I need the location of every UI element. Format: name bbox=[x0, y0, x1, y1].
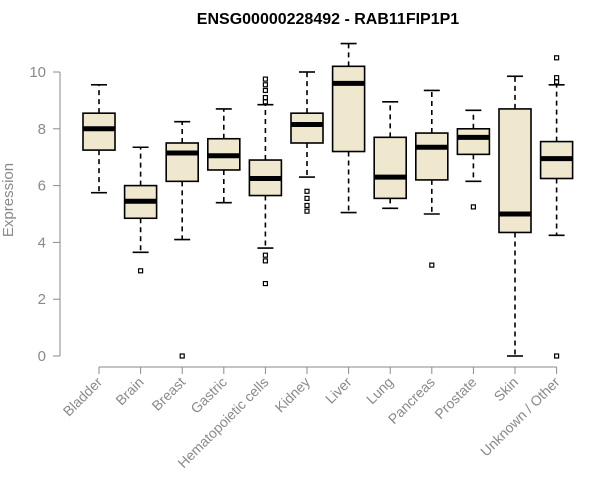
x-tick-label: Breast bbox=[148, 374, 188, 414]
box-lung bbox=[373, 101, 408, 210]
x-tick-label: Prostate bbox=[431, 374, 479, 422]
outlier-point bbox=[429, 262, 435, 268]
x-tick-label: Liver bbox=[322, 374, 355, 407]
box-pancreas bbox=[414, 89, 449, 268]
y-tick-label: 4 bbox=[38, 234, 46, 251]
iqr-box bbox=[456, 128, 491, 156]
y-tick-label: 0 bbox=[38, 348, 46, 365]
outlier-point bbox=[470, 204, 476, 210]
iqr-box bbox=[82, 112, 116, 151]
x-tick-label: Kidney bbox=[272, 374, 314, 416]
iqr-box bbox=[165, 142, 199, 183]
box-skin bbox=[498, 75, 532, 357]
outlier-point bbox=[553, 55, 560, 61]
outlier-point bbox=[553, 353, 560, 359]
box-prostate bbox=[456, 109, 491, 210]
outlier-point bbox=[304, 208, 310, 214]
outlier-point bbox=[262, 252, 268, 258]
x-tick-label: Lung bbox=[363, 374, 396, 407]
chart-title: ENSG00000228492 - RAB11FIP1P1 bbox=[197, 11, 459, 28]
outlier-point bbox=[304, 188, 310, 194]
y-tick-label: 8 bbox=[38, 121, 46, 138]
outlier-point bbox=[262, 258, 268, 264]
box-brain bbox=[123, 146, 158, 274]
box-bladder bbox=[82, 83, 116, 194]
box-gastric bbox=[207, 108, 241, 204]
outlier-point bbox=[553, 79, 560, 85]
box-unknown-other bbox=[539, 55, 574, 359]
y-tick-label: 2 bbox=[38, 291, 46, 308]
iqr-box bbox=[373, 136, 408, 200]
y-tick-label: 10 bbox=[29, 64, 46, 81]
x-tick-label: Brain bbox=[112, 374, 146, 408]
y-axis: 0 2 4 6 8 10 bbox=[29, 64, 61, 365]
box-hematopoietic-cells bbox=[248, 76, 283, 287]
box-breast bbox=[165, 120, 199, 359]
box-series bbox=[82, 42, 574, 359]
box-liver bbox=[331, 42, 366, 214]
outlier-point bbox=[262, 76, 268, 82]
outlier-point bbox=[304, 202, 310, 209]
outlier-point bbox=[262, 82, 268, 88]
y-tick-label: 6 bbox=[38, 178, 46, 195]
box-kidney bbox=[290, 71, 324, 214]
outlier-point bbox=[262, 99, 268, 105]
x-tick-label: Skin bbox=[491, 374, 522, 405]
outlier-point bbox=[262, 94, 268, 101]
y-axis-label: Expression bbox=[0, 163, 17, 237]
outlier-point bbox=[262, 280, 268, 287]
outlier-point bbox=[553, 75, 560, 81]
outlier-point bbox=[138, 268, 144, 274]
iqr-box bbox=[331, 65, 366, 153]
x-tick-label: Unknown / Other bbox=[477, 374, 563, 460]
iqr-box bbox=[290, 112, 324, 144]
x-tick-label: Bladder bbox=[60, 374, 106, 420]
iqr-box bbox=[414, 132, 449, 181]
outlier-point bbox=[179, 353, 185, 359]
outlier-point bbox=[304, 195, 310, 201]
outlier-point bbox=[262, 87, 268, 94]
